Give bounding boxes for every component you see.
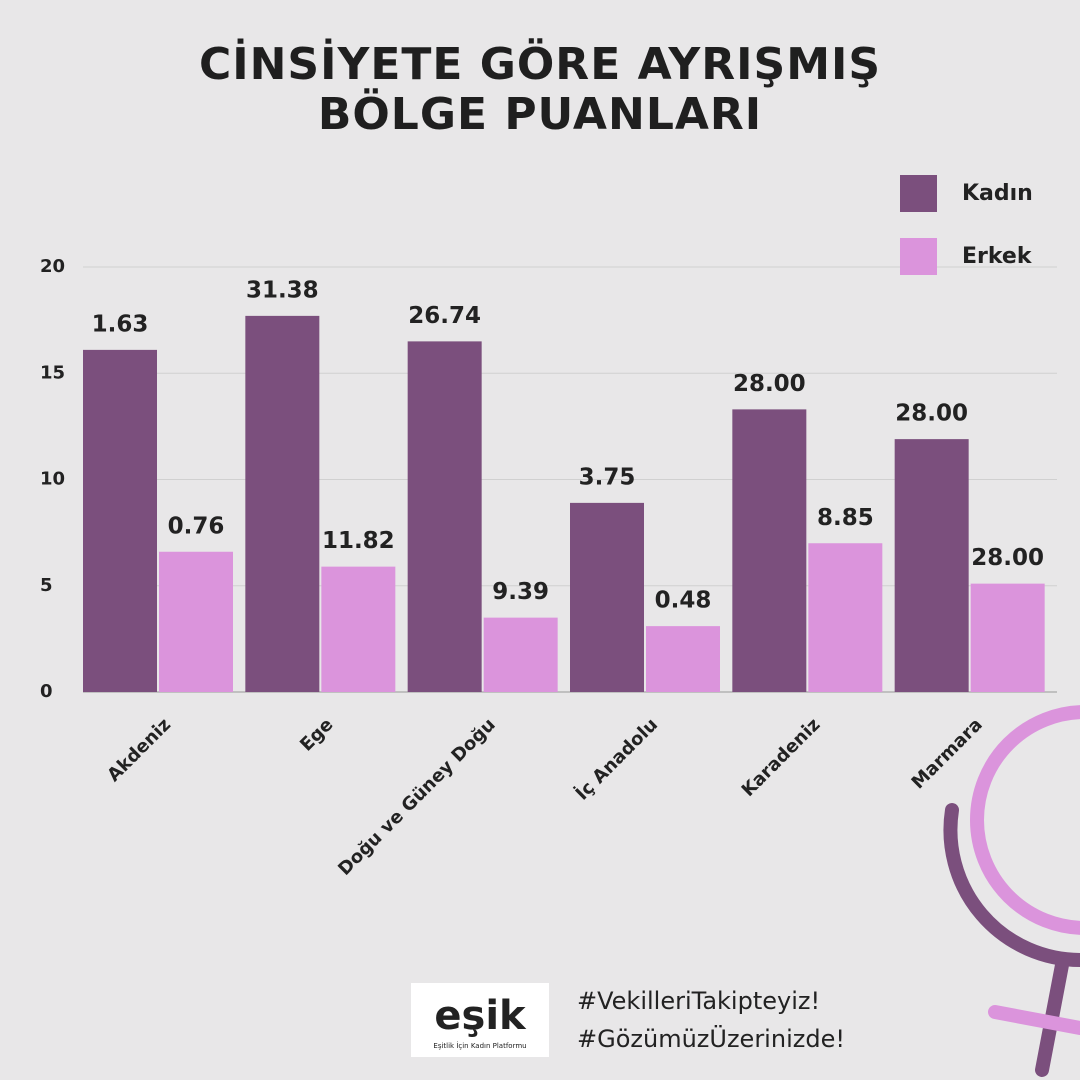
- x-tick-label: Marmara: [908, 714, 987, 793]
- chart-title: CİNSİYETE GÖRE AYRIŞMIŞ BÖLGE PUANLARI: [198, 39, 882, 140]
- y-tick-label: 10: [40, 469, 65, 490]
- x-tick-label: Ege: [296, 714, 337, 755]
- bar: [407, 341, 482, 692]
- value-label: 3.75: [579, 464, 636, 490]
- y-tick-label: 20: [40, 256, 65, 277]
- value-label: 26.74: [408, 303, 481, 329]
- bar: [159, 551, 233, 692]
- value-label: 28.00: [971, 545, 1044, 571]
- value-label: 0.48: [655, 588, 712, 614]
- legend-swatch: [900, 175, 937, 212]
- hashtag: #GözümüzÜzerinizde!: [577, 1024, 845, 1053]
- x-tick-label: Akdeniz: [103, 714, 175, 786]
- y-tick-label: 15: [40, 362, 65, 383]
- y-tick-label: 5: [40, 575, 53, 596]
- bar: [483, 617, 558, 692]
- bar: [732, 409, 807, 692]
- bar: [894, 439, 969, 692]
- logo-subtitle: Eşitlik İçin Kadın Platformu: [433, 1041, 526, 1050]
- value-label: 11.82: [322, 528, 395, 554]
- bar: [570, 502, 644, 692]
- bar: [83, 349, 157, 692]
- bar: [646, 626, 720, 692]
- value-label: 28.00: [733, 371, 806, 397]
- x-tick-label: Karadeniz: [738, 714, 825, 801]
- bar: [808, 543, 883, 692]
- legend-label: Erkek: [962, 244, 1033, 269]
- logo: eşik: [434, 993, 527, 1039]
- female-symbol: [943, 705, 1080, 1077]
- logo-box: [411, 983, 549, 1057]
- value-label: 28.00: [895, 401, 968, 427]
- bar: [245, 315, 320, 692]
- value-label: 1.63: [92, 311, 149, 337]
- y-tick-label: 0: [40, 681, 53, 702]
- value-label: 8.85: [817, 505, 874, 531]
- bar: [321, 566, 396, 692]
- value-label: 9.39: [492, 579, 549, 605]
- value-label: 0.76: [168, 513, 225, 539]
- value-label: 31.38: [246, 277, 319, 303]
- x-tick-label: Doğu ve Güney Doğu: [334, 714, 500, 880]
- hashtag: #VekilleriTakipteyiz!: [577, 987, 820, 1015]
- x-tick-label: İç Anadolu: [571, 714, 662, 805]
- bar: [970, 583, 1045, 692]
- legend-label: Kadın: [962, 181, 1033, 206]
- legend-swatch: [900, 238, 937, 275]
